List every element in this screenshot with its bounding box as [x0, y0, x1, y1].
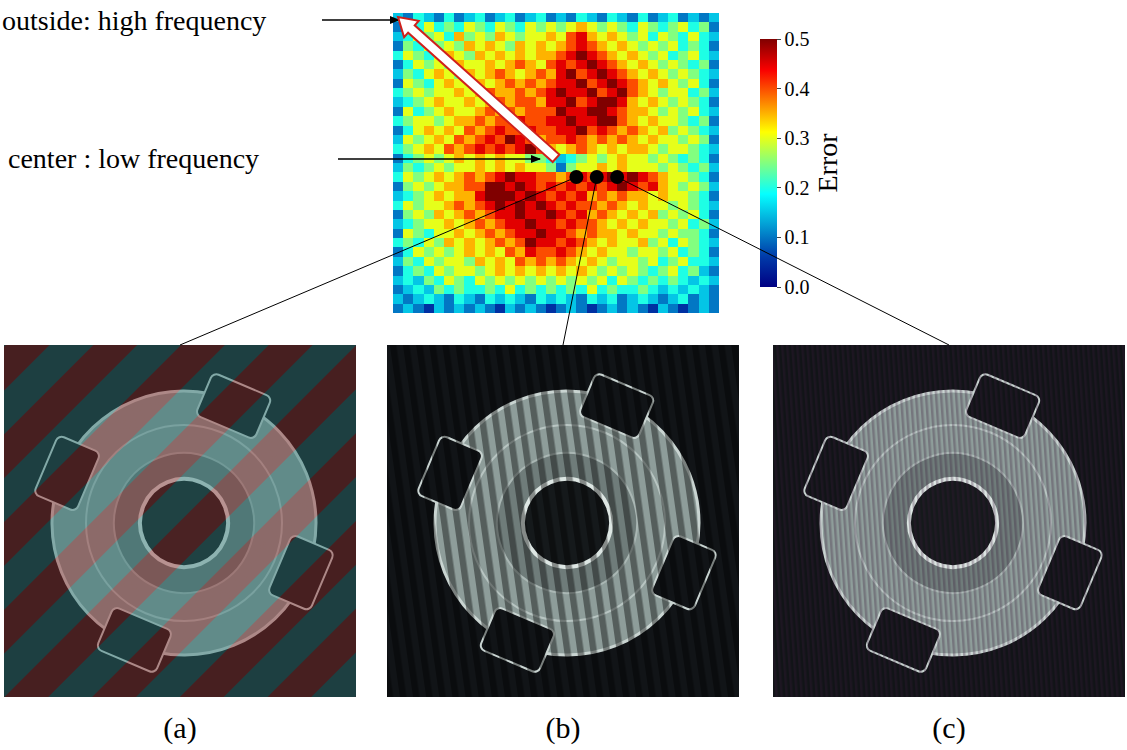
svg-text:0.2: 0.2 — [785, 177, 810, 199]
svg-text:0.5: 0.5 — [785, 28, 810, 50]
svg-text:(c): (c) — [932, 711, 965, 745]
svg-text:0.1: 0.1 — [785, 226, 810, 248]
svg-text:(b): (b) — [546, 711, 581, 745]
svg-text:center : low frequency: center : low frequency — [8, 143, 259, 174]
svg-text:0.4: 0.4 — [785, 78, 810, 100]
svg-text:(a): (a) — [163, 711, 196, 745]
svg-text:Error: Error — [812, 133, 843, 193]
svg-text:0.3: 0.3 — [785, 127, 810, 149]
svg-text:0.0: 0.0 — [785, 276, 810, 298]
svg-text:outside: high frequency: outside: high frequency — [2, 5, 266, 36]
